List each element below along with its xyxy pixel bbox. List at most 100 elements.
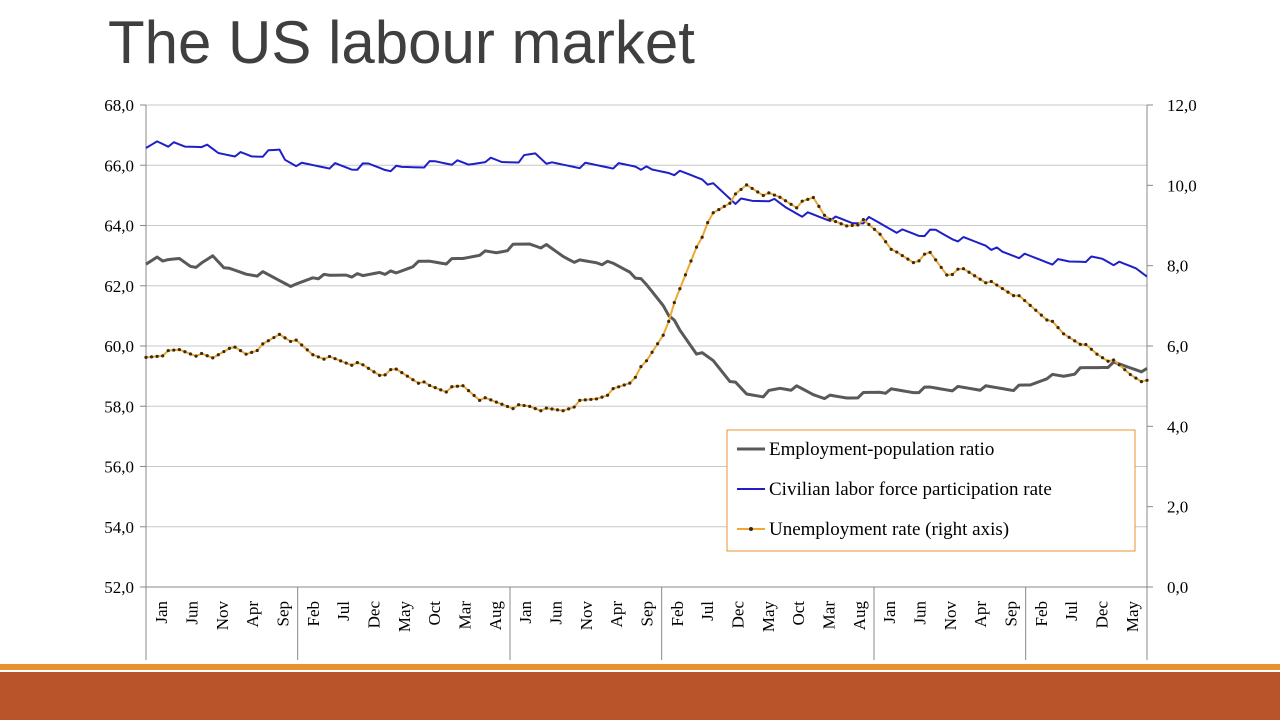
- series-point: [555, 408, 560, 412]
- series-point: [672, 301, 676, 305]
- series-line: [145, 242, 1148, 401]
- series-point: [400, 371, 404, 375]
- x-tick-label: Apr: [971, 601, 990, 628]
- x-tick-label: Feb: [1032, 601, 1051, 627]
- series-point: [928, 250, 932, 254]
- series-point: [1073, 339, 1077, 343]
- x-tick-label: Sep: [638, 601, 657, 627]
- series-point: [761, 193, 765, 198]
- series-point: [316, 355, 320, 359]
- series-point: [200, 351, 204, 356]
- x-tick-label: Aug: [486, 601, 505, 631]
- series-point: [922, 252, 927, 256]
- series-point: [327, 354, 332, 359]
- x-tick-label: Jan: [880, 601, 899, 624]
- series-point: [650, 350, 654, 354]
- series-point: [1034, 308, 1038, 312]
- series-point: [361, 363, 365, 367]
- series-point: [850, 223, 854, 228]
- series-point: [355, 361, 359, 365]
- legend-box: [726, 429, 1136, 552]
- series-point: [767, 191, 771, 195]
- series-point: [1128, 372, 1132, 377]
- x-tick-label: Mar: [820, 601, 839, 630]
- series-point: [934, 258, 938, 262]
- series-point: [500, 402, 504, 406]
- series-point: [694, 245, 699, 249]
- series-point: [644, 359, 649, 363]
- y-right-tick-label: 8,0: [1167, 257, 1188, 276]
- series-point: [1106, 359, 1110, 363]
- series-point: [222, 349, 226, 354]
- series-point: [227, 346, 232, 351]
- series-point: [839, 222, 843, 226]
- series-point: [628, 381, 632, 385]
- series-point: [1045, 318, 1049, 322]
- series-point: [639, 365, 643, 369]
- series-point: [939, 265, 943, 270]
- series-point: [706, 221, 710, 225]
- series-line: [145, 140, 1148, 278]
- series-point: [1145, 378, 1149, 382]
- series-point: [717, 207, 721, 212]
- series-point: [394, 367, 398, 371]
- series-point: [266, 339, 270, 343]
- series-point: [255, 348, 259, 353]
- series-point: [389, 367, 393, 372]
- series-point: [350, 363, 354, 367]
- series-point: [1023, 298, 1027, 303]
- series-point: [461, 384, 465, 388]
- series-point: [906, 257, 910, 261]
- x-tick-label: Jul: [334, 601, 353, 621]
- y-axis-left-ticks: 52,0 54,0 56,0 58,0 60,0 62,0 64,0 66,0 68,0: [104, 96, 134, 597]
- legend-label: Employment-population ratio: [769, 439, 994, 460]
- series-point: [1067, 335, 1071, 339]
- series-point: [739, 187, 743, 192]
- series-point: [238, 349, 243, 353]
- y-right-tick-label: 4,0: [1167, 417, 1188, 436]
- series-point: [800, 199, 804, 203]
- series-line: [145, 183, 1148, 412]
- series-point: [833, 219, 838, 224]
- y-right-tick-label: 10,0: [1167, 176, 1197, 195]
- series-point: [277, 332, 282, 336]
- series-point: [439, 388, 443, 392]
- series-point: [661, 333, 665, 337]
- page-title: The US labour market: [108, 9, 695, 76]
- series-point: [177, 347, 181, 352]
- y-left-tick-label: 56,0: [104, 458, 134, 477]
- series-point: [867, 222, 871, 227]
- series-point: [211, 356, 215, 360]
- series-point: [578, 398, 582, 402]
- series-point: [322, 357, 326, 361]
- footer-band: [0, 672, 1280, 720]
- series-point: [149, 355, 154, 359]
- series-point: [822, 213, 827, 217]
- series-point: [778, 195, 782, 199]
- series-point: [522, 403, 526, 408]
- series-point: [978, 277, 982, 281]
- x-tick-label: Dec: [729, 601, 748, 629]
- series-point: [416, 381, 421, 385]
- x-tick-label: Jun: [911, 601, 930, 625]
- series-point: [411, 378, 415, 382]
- series-point: [1095, 352, 1099, 356]
- series-point: [700, 235, 704, 239]
- series-point: [567, 407, 571, 411]
- series-point: [1017, 294, 1021, 298]
- series-point: [422, 380, 426, 384]
- series-point: [194, 354, 198, 358]
- series-point: [161, 354, 165, 358]
- series-point: [1056, 326, 1060, 330]
- series-point: [1061, 332, 1066, 336]
- series-point: [272, 335, 276, 340]
- series-point: [1000, 286, 1005, 291]
- x-tick-label: Jul: [698, 601, 717, 621]
- series-point: [1028, 303, 1032, 308]
- series-point: [188, 352, 193, 356]
- series-point: [950, 272, 954, 277]
- y-right-tick-label: 0,0: [1167, 578, 1188, 597]
- series-point: [1117, 363, 1121, 367]
- series-point: [1089, 347, 1093, 351]
- series-point: [383, 373, 387, 377]
